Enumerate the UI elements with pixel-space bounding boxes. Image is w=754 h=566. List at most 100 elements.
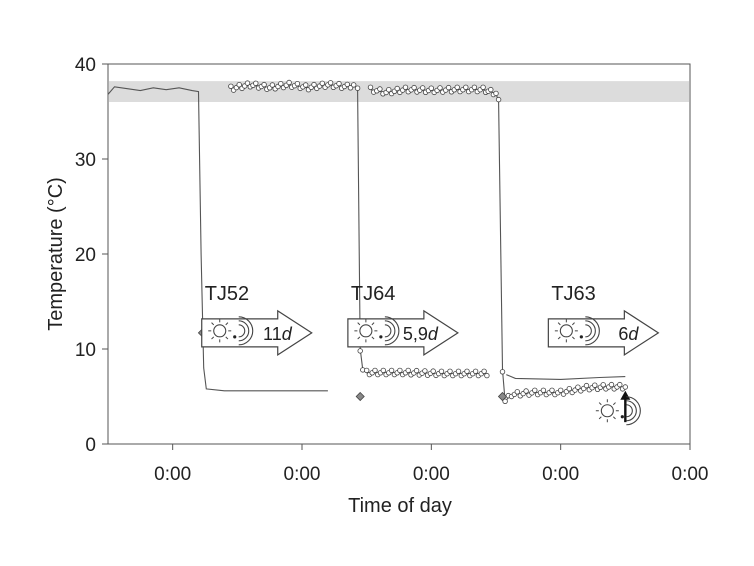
y-axis-title: Temperature (°C) [45,177,67,331]
data-point [481,368,487,374]
annotation-label: TJ63 [551,283,595,305]
annotation-layer: TJ52 11d TJ64 5,9d TJ63 6d [201,283,660,426]
data-point [261,81,267,88]
data-point [549,387,555,393]
data-point [514,389,520,395]
data-point [523,388,529,394]
data-point [592,382,598,388]
data-point [344,81,350,88]
data-point [583,382,590,389]
data-point [488,86,494,93]
data-point [471,84,478,90]
event-arrow [595,390,641,426]
annotation-duration: 11d [263,324,293,344]
data-point [472,368,479,374]
annotation-duration: 5,9d [403,324,439,344]
data-point [455,368,462,374]
data-point [430,368,436,374]
annotation-label: TJ52 [205,283,249,305]
arrow-annotation-tj52: TJ52 11d [201,283,313,356]
data-point [454,84,460,90]
data-point [336,80,342,87]
data-point [617,381,623,388]
x-tick-label: 0:00 [672,464,709,485]
data-point [372,367,378,374]
data-point [502,398,508,404]
up-arrow-head [620,390,631,400]
data-point [386,86,392,93]
annotation-duration: 6d [618,324,639,344]
data-point [413,367,420,374]
data-point [354,85,361,91]
data-point [540,387,547,393]
y-tick-label: 0 [85,435,96,456]
data-point [388,367,395,374]
data-point [303,82,309,88]
x-tick-label: 0:00 [542,464,579,485]
data-point [422,368,428,374]
data-point [445,84,452,91]
data-point [463,84,469,90]
data-point [377,86,383,92]
block-arrow [347,309,459,356]
arrow-annotation-tj64: TJ64 5,9d [347,283,459,356]
data-point [253,80,259,86]
data-point [327,80,334,86]
annotation-label: TJ64 [351,283,395,305]
data-point [319,80,325,86]
x-axis: 0:00 0:00 0:00 0:00 0:00 [154,444,708,485]
x-tick-label: 0:00 [154,464,191,485]
data-point [464,368,470,374]
data-point [480,84,486,90]
series-tj64 [228,79,490,402]
data-point [380,367,386,374]
data-point [608,381,615,388]
data-point [484,372,490,379]
data-point [351,82,357,88]
data-point [397,367,403,374]
data-point [294,80,301,87]
data-point [364,367,370,374]
data-point [402,84,409,90]
arrow-annotation-tj63: TJ63 6d [547,283,660,356]
data-point [566,386,572,392]
data-point [236,81,242,88]
data-point [493,90,499,97]
y-axis: 0 10 20 30 40 [75,55,108,456]
data-point [437,85,443,91]
data-point [532,387,538,393]
data-point [311,81,317,88]
block-arrow [547,309,660,356]
data-point [367,84,374,90]
data-point [438,368,445,374]
series-tj63 [367,84,628,404]
data-point [357,348,363,354]
data-point [495,96,502,103]
data-point [600,382,606,388]
data-point [228,83,234,89]
series-line [107,86,328,392]
series-tj63-ambient [506,374,626,380]
data-point [278,80,284,87]
data-point [558,387,564,393]
x-tick-label: 0:00 [413,464,450,485]
data-point [622,384,628,390]
block-arrow [201,309,313,356]
data-point [428,85,434,91]
x-axis-title: Time of day [348,495,452,517]
x-tick-label: 0:00 [284,464,321,485]
y-tick-label: 20 [75,245,96,266]
series-layer [107,79,628,404]
data-point [244,80,251,86]
data-point [394,85,400,92]
start-marker [355,391,365,402]
y-tick-label: 10 [75,340,96,361]
data-point [447,368,453,374]
data-point [269,82,276,88]
y-tick-label: 30 [75,150,96,171]
data-point [575,384,581,390]
series-line [506,374,626,380]
data-point [420,85,426,91]
data-point [405,367,411,374]
